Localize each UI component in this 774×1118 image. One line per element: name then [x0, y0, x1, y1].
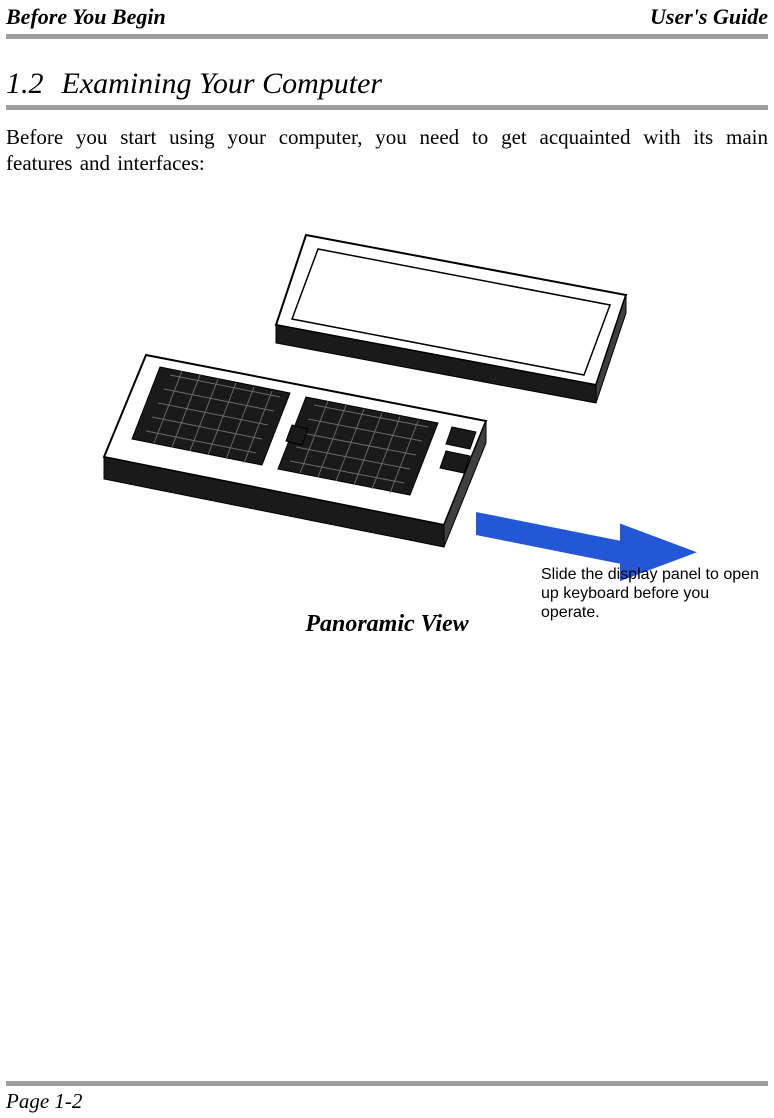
page: Before You Begin User's Guide 1.2 Examin… — [0, 0, 774, 1118]
page-number: Page 1-2 — [6, 1089, 82, 1114]
figure-callout: Slide the display panel to open up keybo… — [541, 565, 761, 623]
section-number: 1.2 — [6, 67, 54, 101]
figure-area: Slide the display panel to open up keybo… — [6, 225, 768, 605]
section-underline — [6, 105, 768, 110]
header-right: User's Guide — [650, 4, 768, 30]
footer-rule — [6, 1081, 768, 1086]
header-rule — [6, 34, 768, 39]
section-title: Examining Your Computer — [62, 67, 383, 100]
header-left: Before You Begin — [6, 4, 166, 30]
page-header: Before You Begin User's Guide — [0, 0, 774, 32]
section-heading: 1.2 Examining Your Computer — [6, 67, 768, 101]
body-paragraph: Before you start using your computer, yo… — [6, 124, 768, 177]
